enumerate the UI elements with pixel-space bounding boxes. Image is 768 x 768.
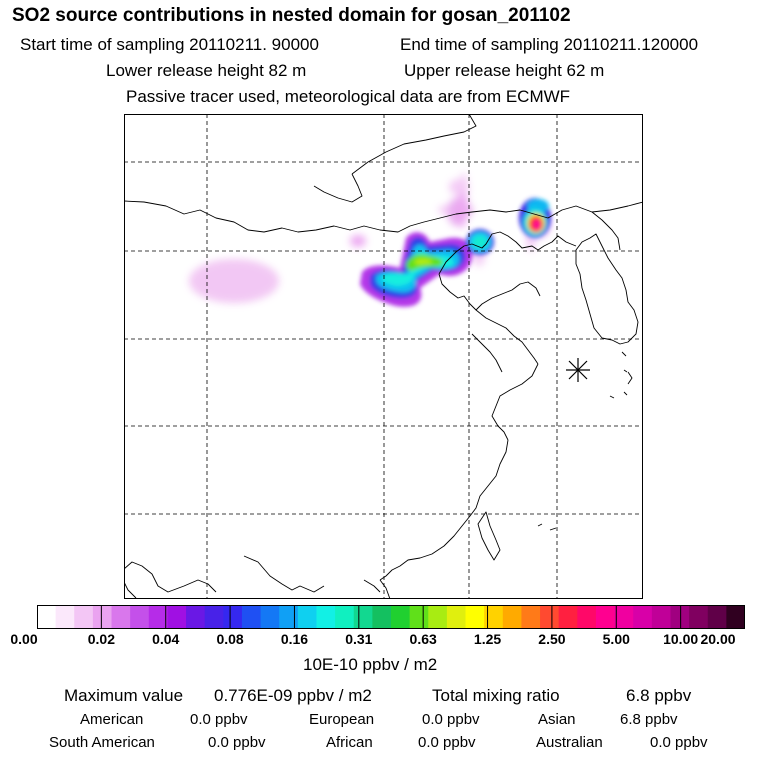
colorbar-tick-label: 0.16 xyxy=(280,631,309,647)
asterisk-icon xyxy=(566,358,590,382)
region-value-european: 0.0 ppbv xyxy=(422,711,480,728)
colorbar-swatch xyxy=(633,605,653,629)
colorbar-tick-label: 20.00 xyxy=(700,631,736,647)
map-background xyxy=(124,114,643,599)
region-name-american: American xyxy=(80,711,144,728)
plume-field xyxy=(189,172,551,307)
colorbar-swatch xyxy=(353,605,373,629)
coastlines xyxy=(124,114,643,599)
colorbar-swatch xyxy=(372,605,392,629)
region-value-asian: 6.8 ppbv xyxy=(620,711,678,728)
colorbar-tick-label: 0.08 xyxy=(216,631,244,647)
colorbar-swatch xyxy=(37,605,57,629)
colorbar-swatch xyxy=(148,605,169,629)
colorbar xyxy=(37,605,745,629)
colorbar-tick-label: 0.02 xyxy=(87,631,115,647)
colorbar-swatch xyxy=(577,605,597,629)
colorbar-swatch xyxy=(614,605,634,629)
colorbar-swatch xyxy=(502,605,523,629)
colorbar-swatch xyxy=(167,605,187,629)
colorbar-swatch xyxy=(446,605,467,629)
colorbar-swatch xyxy=(223,605,243,629)
colorbar-frame xyxy=(37,605,745,629)
colorbar-swatch xyxy=(186,605,206,629)
colorbar-swatch xyxy=(111,605,131,629)
page-title: SO2 source contributions in nested domai… xyxy=(12,5,571,26)
colorbar-swatch xyxy=(651,605,672,629)
colorbar-swatch xyxy=(74,605,94,629)
colorbar-swatch xyxy=(595,605,616,629)
region-value-australian: 0.0 ppbv xyxy=(650,734,708,751)
region-value-south-american: 0.0 ppbv xyxy=(208,734,266,751)
colorbar-swatch xyxy=(689,605,709,629)
colorbar-swatch xyxy=(335,605,355,629)
max-value-label: Maximum value xyxy=(64,686,184,705)
colorbar-swatch xyxy=(409,605,429,629)
max-value: 0.776E-09 ppbv / m2 xyxy=(214,686,372,705)
colorbar-swatch xyxy=(241,605,262,629)
colorbar-swatch xyxy=(260,605,280,629)
colorbar-swatch xyxy=(316,605,336,629)
colorbar-swatch xyxy=(670,605,690,629)
colorbar-unit-label: 10E-10 ppbv / m2 xyxy=(303,655,438,674)
total-mixing-ratio-label: Total mixing ratio xyxy=(432,686,560,705)
colorbar-tick-label: 0.00 xyxy=(10,631,38,647)
colorbar-swatch xyxy=(540,605,560,629)
region-name-african: African xyxy=(326,734,373,751)
colorbar-swatch xyxy=(465,605,485,629)
region-name-asian: Asian xyxy=(538,711,576,728)
colorbar-swatch xyxy=(297,605,318,629)
colorbar-tick-label: 0.63 xyxy=(409,631,437,647)
colorbar-swatch xyxy=(428,605,448,629)
colorbar-tick-label: 5.00 xyxy=(602,631,630,647)
region-name-european: European xyxy=(309,711,375,728)
total-mixing-ratio-value: 6.8 ppbv xyxy=(626,686,692,705)
region-value-american: 0.0 ppbv xyxy=(190,711,248,728)
colorbar-swatch xyxy=(558,605,578,629)
colorbar-swatch xyxy=(92,605,113,629)
colorbar-tick-label: 10.00 xyxy=(663,631,699,647)
colorbar-swatch xyxy=(391,605,411,629)
colorbar-tick-label: 0.04 xyxy=(152,631,180,647)
colorbar-swatch xyxy=(707,605,727,629)
colorbar-swatch xyxy=(726,605,745,629)
graticule xyxy=(124,114,643,599)
region-name-australian: Australian xyxy=(536,734,603,751)
colorbar-swatch xyxy=(130,605,150,629)
upper-release-height-label: Upper release height 62 m xyxy=(404,61,605,80)
colorbar-swatch xyxy=(484,605,504,629)
contribution-map xyxy=(124,114,643,599)
colorbar-tick-label: 0.31 xyxy=(345,631,373,647)
colorbar-tick-label: 2.50 xyxy=(538,631,566,647)
region-value-african: 0.0 ppbv xyxy=(418,734,476,751)
region-name-south-american: South American xyxy=(49,734,155,751)
colorbar-tick-label: 1.25 xyxy=(473,631,502,647)
colorbar-swatch xyxy=(279,605,299,629)
data-source-note: Passive tracer used, meteorological data… xyxy=(126,87,571,106)
map-frame xyxy=(124,114,643,599)
start-time-label: Start time of sampling 20110211. 90000 xyxy=(20,35,319,54)
colorbar-swatch xyxy=(55,605,75,629)
lower-release-height-label: Lower release height 82 m xyxy=(106,61,307,80)
end-time-label: End time of sampling 20110211.120000 xyxy=(400,35,699,54)
colorbar-swatch xyxy=(204,605,224,629)
colorbar-swatch xyxy=(521,605,541,629)
